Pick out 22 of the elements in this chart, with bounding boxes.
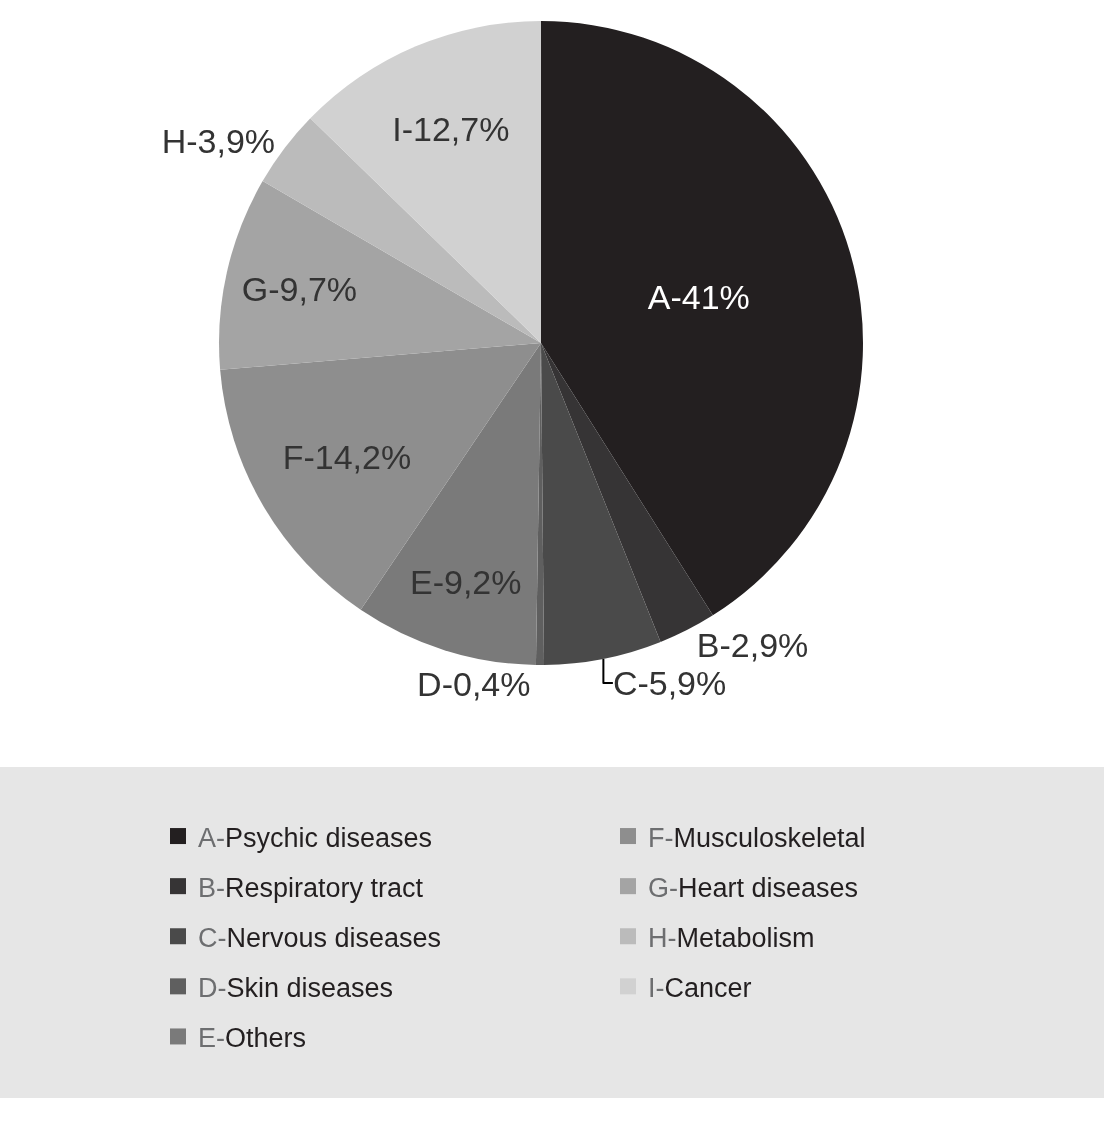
data-label: F-14,2% bbox=[282, 437, 412, 476]
legend-label: A-Psychic diseases bbox=[198, 822, 433, 853]
data-label: H-3,9% bbox=[161, 122, 276, 161]
data-label: I-12,7% bbox=[392, 110, 510, 149]
data-label: E-9,2% bbox=[410, 562, 522, 601]
legend-label: B-Respiratory tract bbox=[198, 872, 424, 903]
legend-label: E-Others bbox=[198, 1022, 307, 1053]
legend-label: D-Skin diseases bbox=[198, 972, 394, 1003]
pie-slice bbox=[220, 343, 541, 610]
pie-slice bbox=[541, 343, 661, 665]
legend-label: C-Nervous diseases bbox=[198, 922, 442, 953]
data-label: G-9,7% bbox=[241, 269, 358, 308]
legend-label: F-Musculoskeletal bbox=[648, 822, 866, 853]
data-label: B-2,9% bbox=[696, 625, 809, 664]
pie-slice bbox=[541, 21, 863, 616]
legend-label: H-Metabolism bbox=[648, 922, 815, 953]
data-label: D-0,4% bbox=[417, 665, 531, 703]
pie-slice bbox=[219, 181, 541, 370]
legend-label: I-Cancer bbox=[648, 972, 752, 1003]
data-label: C-5,9% bbox=[612, 663, 727, 702]
legend-label: G-Heart diseases bbox=[648, 872, 859, 903]
data-label: A-41% bbox=[647, 278, 750, 317]
